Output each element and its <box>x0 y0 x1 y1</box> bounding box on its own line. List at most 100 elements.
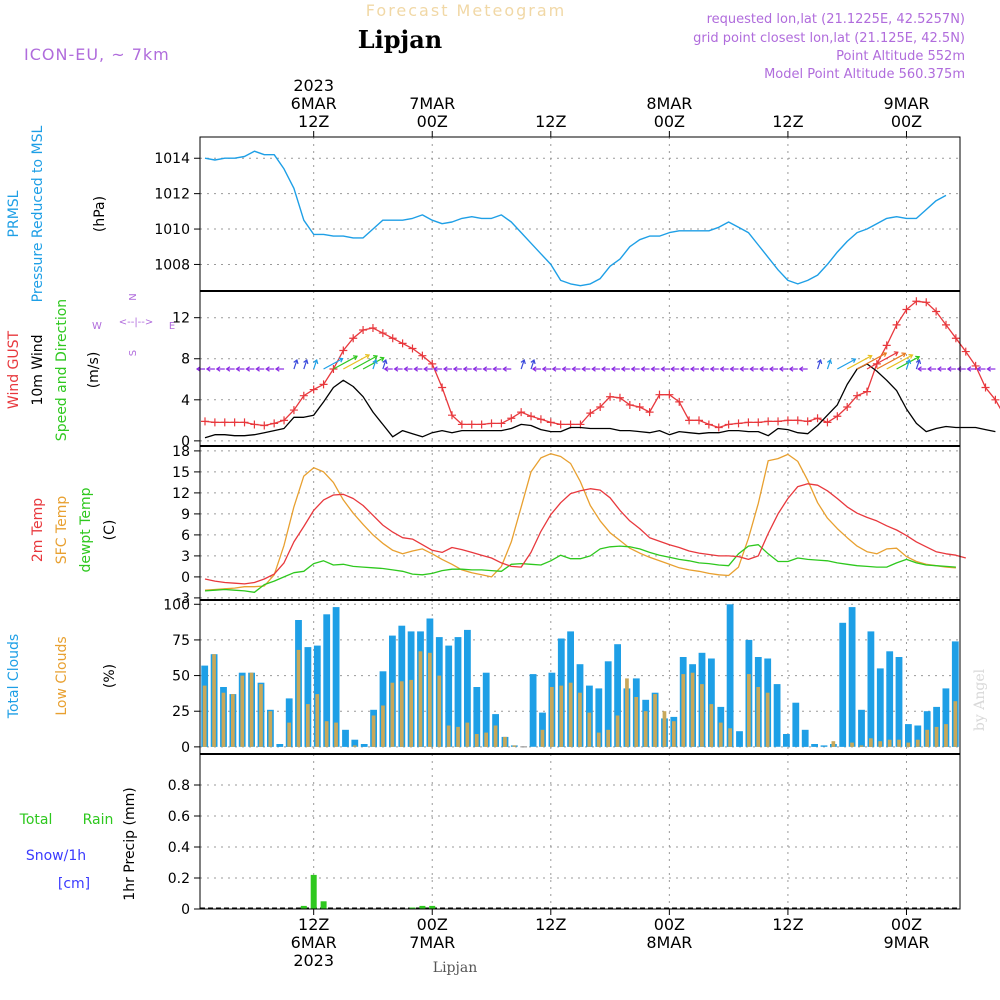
wind-arrow-head <box>215 366 221 372</box>
wind-arrow-head <box>372 358 378 365</box>
wind-arrow-head <box>739 366 745 372</box>
low-cloud-bar <box>690 672 695 747</box>
total-cloud-bar <box>482 672 490 747</box>
low-cloud-bar <box>587 712 592 747</box>
wind-arrow-head <box>383 366 389 372</box>
low-cloud-bar <box>221 692 226 747</box>
total-cloud-bar <box>914 725 922 747</box>
pressure-label-desc: Pressure Reduced to MSL <box>30 125 46 302</box>
low-cloud-bar <box>428 652 432 747</box>
wind-arrow-head <box>274 366 280 372</box>
wind-gust-marker <box>408 344 417 353</box>
y-tick-label: 6 <box>181 528 190 544</box>
wind-gust-marker <box>388 334 397 343</box>
total-cloud-bar <box>773 684 781 747</box>
y-tick-label: -3 <box>176 591 190 607</box>
low-cloud-bar <box>212 654 216 747</box>
y-tick-label: 1008 <box>154 257 190 273</box>
y-tick-label: 75 <box>172 633 190 649</box>
wind-gust-marker <box>942 320 950 329</box>
wind-direction-arrow <box>372 359 377 370</box>
total-cloud-bar <box>811 744 818 747</box>
total-cloud-bar <box>360 744 368 747</box>
y-tick-label: 0 <box>181 570 190 586</box>
wind-arrow-head <box>601 366 606 372</box>
wind-gust-marker <box>289 406 298 415</box>
temp-2m-line <box>204 483 966 585</box>
low-cloud-bar <box>249 672 254 747</box>
low-cloud-bar <box>512 745 517 747</box>
wind-gust-marker <box>260 421 269 430</box>
wind-gust-marker <box>477 420 486 429</box>
total-cloud-bar <box>539 712 546 747</box>
low-cloud-bar <box>850 742 854 747</box>
wind-arrow-head <box>917 366 922 372</box>
wind-gust-marker <box>783 416 792 425</box>
wind-gust-marker <box>586 409 595 418</box>
wind-arrow-head <box>205 366 211 372</box>
precip-label-total: Total <box>19 812 53 828</box>
wind-arrow-head <box>303 358 309 365</box>
wind-arrow-head <box>966 366 972 372</box>
low-cloud-bar <box>897 739 901 747</box>
wind-arrow-head <box>927 366 932 372</box>
super-title: Forecast Meteogram <box>366 1 566 20</box>
wind-arrow-head <box>531 366 537 372</box>
wind-arrow-head <box>551 366 557 372</box>
low-cloud-bar <box>653 694 657 747</box>
wind-direction-arrow <box>530 359 535 370</box>
credit: by Angel <box>972 668 988 731</box>
low-cloud-bar <box>381 705 385 747</box>
total-cloud-bar <box>783 734 790 747</box>
wind-gust-marker <box>932 307 941 316</box>
low-cloud-bar <box>202 685 207 747</box>
wind-direction-arrow <box>352 355 378 370</box>
temp-label-sfc: SFC Temp <box>54 496 70 565</box>
wind-gust-marker <box>981 383 990 392</box>
wind-gust-marker <box>754 418 763 427</box>
model-altitude: Model Point Altitude 560.375m <box>764 67 965 82</box>
wind-arrow-head <box>225 366 231 372</box>
wind-gust-marker <box>724 420 733 429</box>
wind-arrow-head <box>382 358 388 365</box>
wind-arrow-head <box>413 366 419 372</box>
wind-arrow-head <box>778 366 784 372</box>
total-cloud-bar <box>801 729 809 747</box>
low-cloud-bar <box>662 711 667 747</box>
wind-arrow-head <box>462 366 468 372</box>
low-cloud-bar <box>634 697 639 747</box>
total-cloud-bar <box>876 668 884 747</box>
wind-direction-arrow <box>837 358 856 370</box>
wind-gust-marker <box>902 305 911 314</box>
total-cloud-bar <box>529 674 537 747</box>
wind-arrow-head <box>393 366 399 372</box>
low-cloud-bar <box>390 682 395 747</box>
low-cloud-bar <box>578 692 582 747</box>
precip-label-snow: Snow/1h <box>26 848 86 864</box>
temp-label-unit: (C) <box>102 520 118 541</box>
wind-arrow-head <box>245 366 251 372</box>
y-tick-label: 12 <box>172 311 190 327</box>
y-tick-label: 0.4 <box>168 840 190 856</box>
wind-arrow-head <box>492 366 498 372</box>
wind-gust-marker <box>546 418 555 427</box>
low-cloud-bar <box>259 684 263 747</box>
model-label: ICON-EU, ~ 7km <box>24 45 170 64</box>
x-tick-label-top: 6MAR <box>291 94 337 113</box>
compass-cross: <--|--> <box>119 317 154 328</box>
wind-gust-marker <box>201 417 209 426</box>
low-cloud-bar <box>672 721 676 747</box>
wind-arrow-head <box>882 352 888 357</box>
wind-arrow-head <box>293 358 299 365</box>
wind-gust-marker <box>507 414 516 423</box>
wind-direction-arrow <box>362 357 385 370</box>
wind-arrow-head <box>680 366 685 372</box>
total-cloud-bar <box>604 661 612 747</box>
low-cloud-bar <box>503 736 507 747</box>
total-cloud-bar <box>933 706 940 747</box>
rain-bar <box>310 874 317 909</box>
wind-arrow-head <box>729 366 735 372</box>
total-cloud-bar <box>905 724 912 747</box>
low-cloud-bar <box>315 694 320 747</box>
